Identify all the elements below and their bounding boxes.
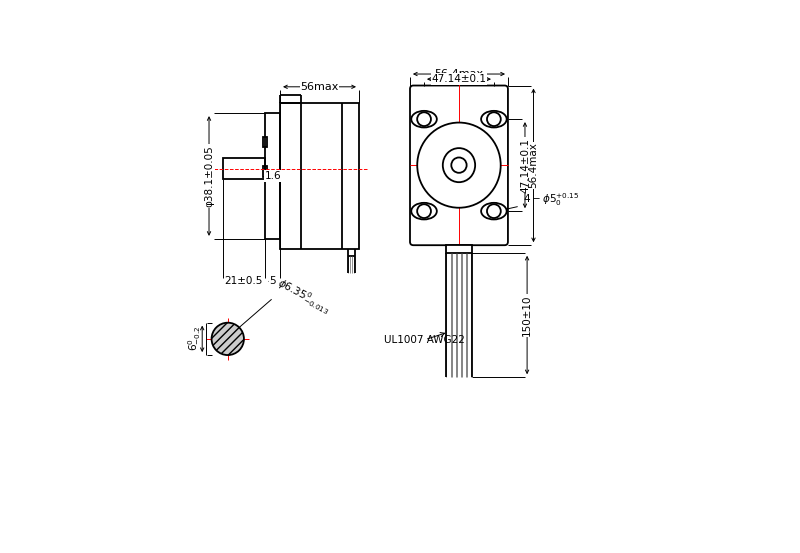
Circle shape [417, 204, 431, 218]
Text: 150±10: 150±10 [522, 294, 532, 336]
Ellipse shape [411, 203, 437, 220]
Circle shape [211, 323, 244, 355]
Bar [280, 102, 359, 249]
Text: $\phi6.35^0_{-0.013}$: $\phi6.35^0_{-0.013}$ [274, 275, 333, 317]
Text: 47.14±0.1: 47.14±0.1 [520, 138, 530, 192]
Ellipse shape [442, 148, 475, 182]
Text: $4-\phi5^{+0.15}_{0}$: $4-\phi5^{+0.15}_{0}$ [501, 191, 579, 211]
Circle shape [417, 112, 431, 126]
Ellipse shape [411, 111, 437, 127]
FancyBboxPatch shape [410, 86, 508, 245]
Circle shape [487, 204, 501, 218]
Text: 1.6: 1.6 [264, 171, 281, 181]
Text: 56.4max: 56.4max [434, 69, 483, 79]
Text: 56.4max: 56.4max [529, 143, 538, 189]
Text: 21±0.5: 21±0.5 [225, 276, 263, 286]
Bar [222, 158, 266, 179]
Bar [263, 166, 267, 177]
Text: φ38.1±0.05: φ38.1±0.05 [204, 145, 214, 207]
Text: 56max: 56max [300, 82, 338, 92]
Bar [263, 137, 267, 147]
Ellipse shape [481, 203, 506, 220]
Circle shape [451, 158, 466, 173]
Ellipse shape [481, 111, 506, 127]
Bar [446, 245, 472, 253]
Text: UL1007 AWG22: UL1007 AWG22 [385, 332, 466, 345]
Circle shape [487, 112, 501, 126]
Text: 47.14±0.1: 47.14±0.1 [431, 74, 486, 84]
Text: $6^0_{-0.2}$: $6^0_{-0.2}$ [186, 326, 203, 352]
Text: 5: 5 [270, 276, 276, 286]
Ellipse shape [418, 123, 501, 208]
Bar [266, 113, 280, 239]
